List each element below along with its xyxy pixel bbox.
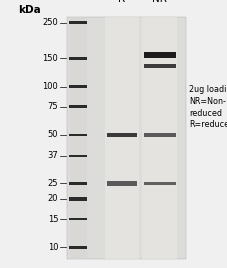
Bar — [143, 182, 175, 185]
Bar — [69, 246, 87, 249]
Text: 37: 37 — [47, 151, 58, 161]
Bar — [69, 105, 87, 108]
Bar — [67, 17, 185, 259]
Bar — [69, 155, 87, 157]
Bar — [69, 218, 87, 220]
Bar — [69, 182, 87, 185]
Text: 150: 150 — [42, 54, 58, 63]
Text: 20: 20 — [47, 195, 58, 203]
Text: NR: NR — [151, 0, 166, 4]
Bar — [69, 133, 87, 136]
Bar — [107, 181, 136, 185]
Text: R: R — [118, 0, 125, 4]
Bar — [143, 52, 175, 58]
Text: 75: 75 — [47, 102, 58, 111]
Bar — [69, 197, 87, 201]
Bar — [142, 17, 176, 259]
Text: 100: 100 — [42, 82, 58, 91]
Bar — [104, 17, 138, 259]
Bar — [69, 85, 87, 88]
Bar — [107, 133, 136, 137]
Bar — [69, 57, 87, 60]
Bar — [143, 64, 175, 68]
Text: 250: 250 — [42, 18, 58, 27]
Text: kDa: kDa — [18, 5, 41, 15]
Text: 2ug loading
NR=Non-
reduced
R=reduced: 2ug loading NR=Non- reduced R=reduced — [188, 85, 227, 129]
Text: 25: 25 — [47, 179, 58, 188]
Bar — [69, 21, 87, 24]
Bar — [143, 133, 175, 137]
Text: 15: 15 — [47, 215, 58, 224]
Bar — [70, 17, 87, 259]
Text: 10: 10 — [47, 243, 58, 252]
Text: 50: 50 — [47, 131, 58, 139]
